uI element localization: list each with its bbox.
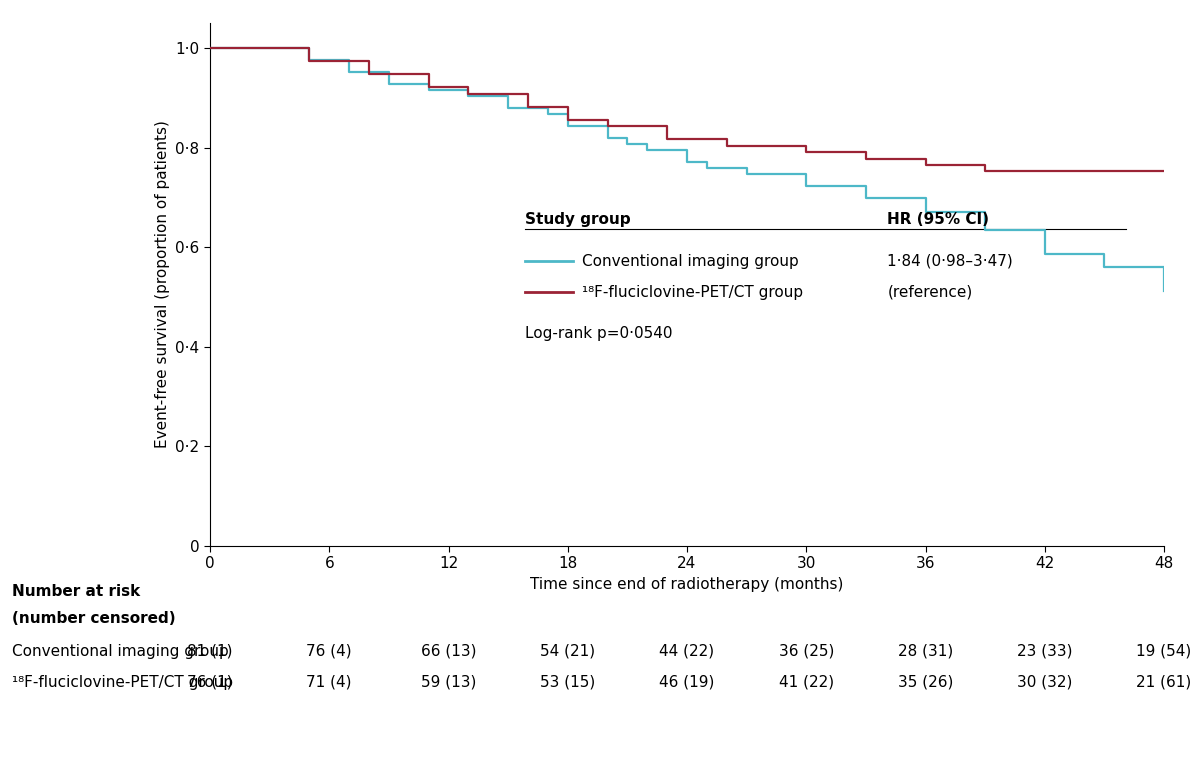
Text: Log-rank p=0·0540: Log-rank p=0·0540 <box>524 326 672 341</box>
Text: 54 (21): 54 (21) <box>540 644 595 659</box>
Text: 76 (1): 76 (1) <box>187 675 233 690</box>
Text: 21 (61): 21 (61) <box>1136 675 1192 690</box>
Text: Conventional imaging group: Conventional imaging group <box>582 254 799 269</box>
Y-axis label: Event-free survival (proportion of patients): Event-free survival (proportion of patie… <box>155 121 169 448</box>
X-axis label: Time since end of radiotherapy (months): Time since end of radiotherapy (months) <box>530 577 844 591</box>
Text: 36 (25): 36 (25) <box>779 644 834 659</box>
Text: 46 (19): 46 (19) <box>659 675 715 690</box>
Text: (reference): (reference) <box>887 285 972 300</box>
Text: 30 (32): 30 (32) <box>1018 675 1073 690</box>
Text: 1·84 (0·98–3·47): 1·84 (0·98–3·47) <box>887 254 1013 269</box>
Text: HR (95% CI): HR (95% CI) <box>887 213 989 228</box>
Text: 66 (13): 66 (13) <box>421 644 476 659</box>
Text: 23 (33): 23 (33) <box>1018 644 1073 659</box>
Text: 76 (4): 76 (4) <box>306 644 352 659</box>
Text: 81 (1): 81 (1) <box>187 644 233 659</box>
Text: Number at risk: Number at risk <box>12 584 140 599</box>
Text: Conventional imaging group: Conventional imaging group <box>12 644 229 659</box>
Text: 59 (13): 59 (13) <box>421 675 476 690</box>
Text: 19 (54): 19 (54) <box>1136 644 1192 659</box>
Text: 44 (22): 44 (22) <box>660 644 714 659</box>
Text: ¹⁸F-fluciclovine-PET/CT group: ¹⁸F-fluciclovine-PET/CT group <box>582 285 803 300</box>
Text: Study group: Study group <box>524 213 630 228</box>
Text: 53 (15): 53 (15) <box>540 675 595 690</box>
Text: (number censored): (number censored) <box>12 611 175 626</box>
Text: 71 (4): 71 (4) <box>306 675 352 690</box>
Text: 28 (31): 28 (31) <box>898 644 953 659</box>
Text: 35 (26): 35 (26) <box>898 675 953 690</box>
Text: 41 (22): 41 (22) <box>779 675 834 690</box>
Text: ¹⁸F-fluciclovine-PET/CT group: ¹⁸F-fluciclovine-PET/CT group <box>12 675 233 690</box>
